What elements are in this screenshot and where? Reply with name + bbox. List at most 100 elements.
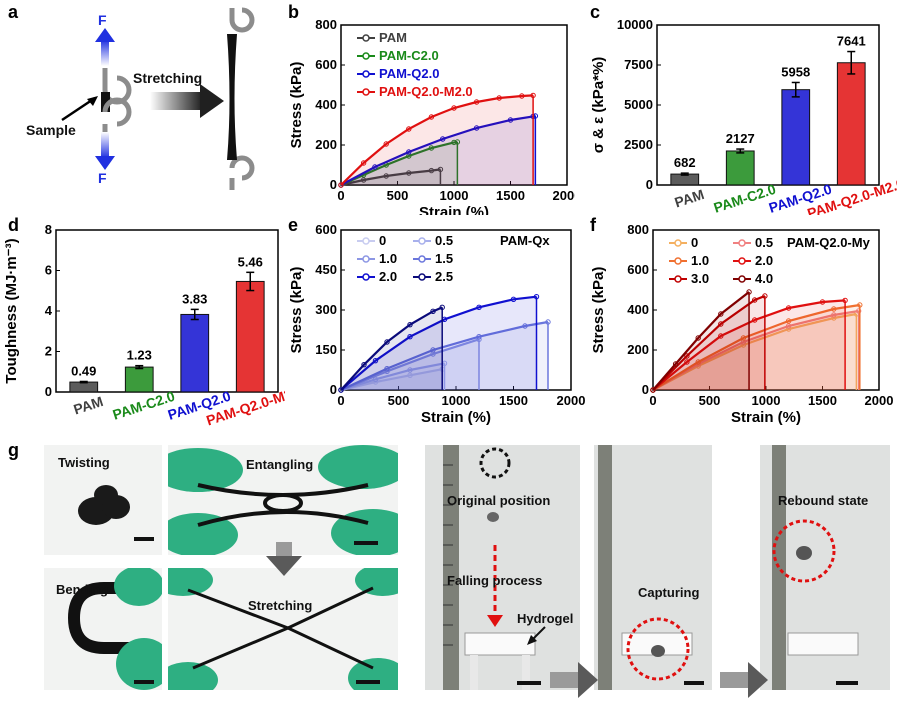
series-line xyxy=(652,309,859,391)
data-point xyxy=(785,305,792,311)
bar-value-label: 5.46 xyxy=(238,254,263,269)
series-area xyxy=(653,305,860,390)
x-tick-label: 1500 xyxy=(808,393,837,408)
bar-value-label: 682 xyxy=(674,155,696,170)
data-point xyxy=(407,372,413,379)
data-point xyxy=(785,318,792,324)
data-point xyxy=(650,387,656,393)
series-area xyxy=(341,95,534,185)
series-line xyxy=(340,306,443,391)
data-point xyxy=(762,293,768,299)
legend-marker xyxy=(674,257,682,265)
rebound-state-label: Rebound state xyxy=(778,493,869,508)
photo-drop-test-falling: Original position Falling process Hydrog… xyxy=(425,445,580,690)
category-label: PAM xyxy=(71,393,105,418)
photo-drop-test-capturing: Capturing xyxy=(594,445,712,690)
sample-icon xyxy=(101,92,110,112)
data-point xyxy=(473,125,480,131)
data-point xyxy=(428,114,435,120)
y-tick-label: 800 xyxy=(627,222,649,237)
legend-label: 0 xyxy=(691,235,698,250)
data-point xyxy=(855,308,862,314)
y-tick-label: 600 xyxy=(315,222,337,237)
chart-title: PAM-Qx xyxy=(500,233,550,248)
legend-marker xyxy=(362,273,370,281)
data-point xyxy=(857,302,863,308)
panel-label-a: a xyxy=(8,2,19,22)
bar xyxy=(124,366,154,393)
chart-c-stress-strain-product: 0 2500 5000 7500 10000 σ & ε (kPa*%) 682 PAM 212… xyxy=(590,17,897,215)
chart-b-stress-strain: 0 200 400 600 800 0 500 1000 1500 2000 Strain (%) S… xyxy=(288,17,575,215)
bar-value-label: 7641 xyxy=(837,34,866,49)
chart-e-stress-strain-qx: 0 150 300 450 600 0 500 1000 1500 2000 Strain (%) S… xyxy=(288,222,585,426)
y-tick-label: 150 xyxy=(315,342,337,357)
bar-value-label: 3.83 xyxy=(182,291,207,306)
x-tick-label: 0 xyxy=(649,393,656,408)
y-tick-label: 400 xyxy=(627,302,649,317)
legend-marker xyxy=(738,239,746,247)
legend-marker xyxy=(738,257,746,265)
chart-f-stress-strain-my: 0 200 400 600 800 0 500 1000 1500 2000 Strain (%) S… xyxy=(590,222,893,426)
data-point xyxy=(672,361,679,367)
panel-label-c: c xyxy=(590,2,601,22)
series-area xyxy=(341,296,537,390)
y-tick-label: 10000 xyxy=(617,17,653,32)
x-axis-label: Strain (%) xyxy=(421,409,491,426)
legend-label: 1.0 xyxy=(691,253,709,268)
series-line xyxy=(652,299,846,391)
data-point xyxy=(338,182,344,188)
x-tick-label: 1000 xyxy=(442,393,471,408)
force-label-top: F xyxy=(98,12,107,28)
bar xyxy=(69,381,99,393)
chart-title: PAM-Q2.0-My xyxy=(787,235,871,250)
data-point xyxy=(439,304,445,311)
series-line xyxy=(340,362,445,392)
legend-label: 3.0 xyxy=(691,271,709,286)
x-tick-label: 500 xyxy=(387,188,409,203)
data-point xyxy=(360,177,367,183)
photo-stretching: Stretching xyxy=(168,568,398,690)
bar-value-label: 1.23 xyxy=(127,348,152,363)
twisting-label: Twisting xyxy=(58,455,110,470)
falling-process-label: Falling process xyxy=(447,573,543,588)
x-tick-label: 500 xyxy=(388,393,410,408)
x-tick-label: 2000 xyxy=(553,188,575,203)
right-arrow-icon-2 xyxy=(720,662,768,698)
data-point xyxy=(684,359,690,365)
bar xyxy=(725,150,755,186)
data-point xyxy=(718,311,724,317)
y-tick-label: 2500 xyxy=(624,137,653,152)
legend-marker xyxy=(362,255,370,263)
clamp-bottom-icon xyxy=(102,97,132,132)
data-point xyxy=(740,335,747,341)
y-axis-label: σ & ε (kPa*%) xyxy=(590,57,607,154)
y-tick-label: 600 xyxy=(627,262,649,277)
y-axis-label: Stress (kPa) xyxy=(288,267,305,354)
series-area xyxy=(341,307,443,390)
y-tick-label: 450 xyxy=(315,262,337,277)
data-point xyxy=(361,361,367,368)
data-point xyxy=(406,126,412,132)
series-area xyxy=(341,116,536,185)
panel-label-e: e xyxy=(288,215,299,235)
legend-label: 2.5 xyxy=(435,269,453,284)
data-point xyxy=(407,333,413,340)
series-line xyxy=(340,114,536,186)
stretching-hands-icon xyxy=(168,568,398,690)
x-tick-label: 1500 xyxy=(496,188,525,203)
y-tick-label: 0 xyxy=(330,382,337,397)
data-point xyxy=(406,149,412,155)
entangling-label: Entangling xyxy=(246,457,314,472)
stretched-sample-icon xyxy=(227,34,237,160)
data-point xyxy=(545,319,551,325)
y-tick-label: 0 xyxy=(45,384,52,399)
bar-value-label: 2127 xyxy=(726,131,755,146)
data-point xyxy=(519,93,525,99)
y-tick-label: 200 xyxy=(315,137,337,152)
data-point xyxy=(522,323,528,329)
category-label: PAM xyxy=(672,186,706,211)
series-line xyxy=(652,291,750,391)
legend-label: 4.0 xyxy=(755,271,773,286)
right-arrow-icon-1 xyxy=(550,662,598,698)
y-tick-label: 0 xyxy=(330,177,337,192)
